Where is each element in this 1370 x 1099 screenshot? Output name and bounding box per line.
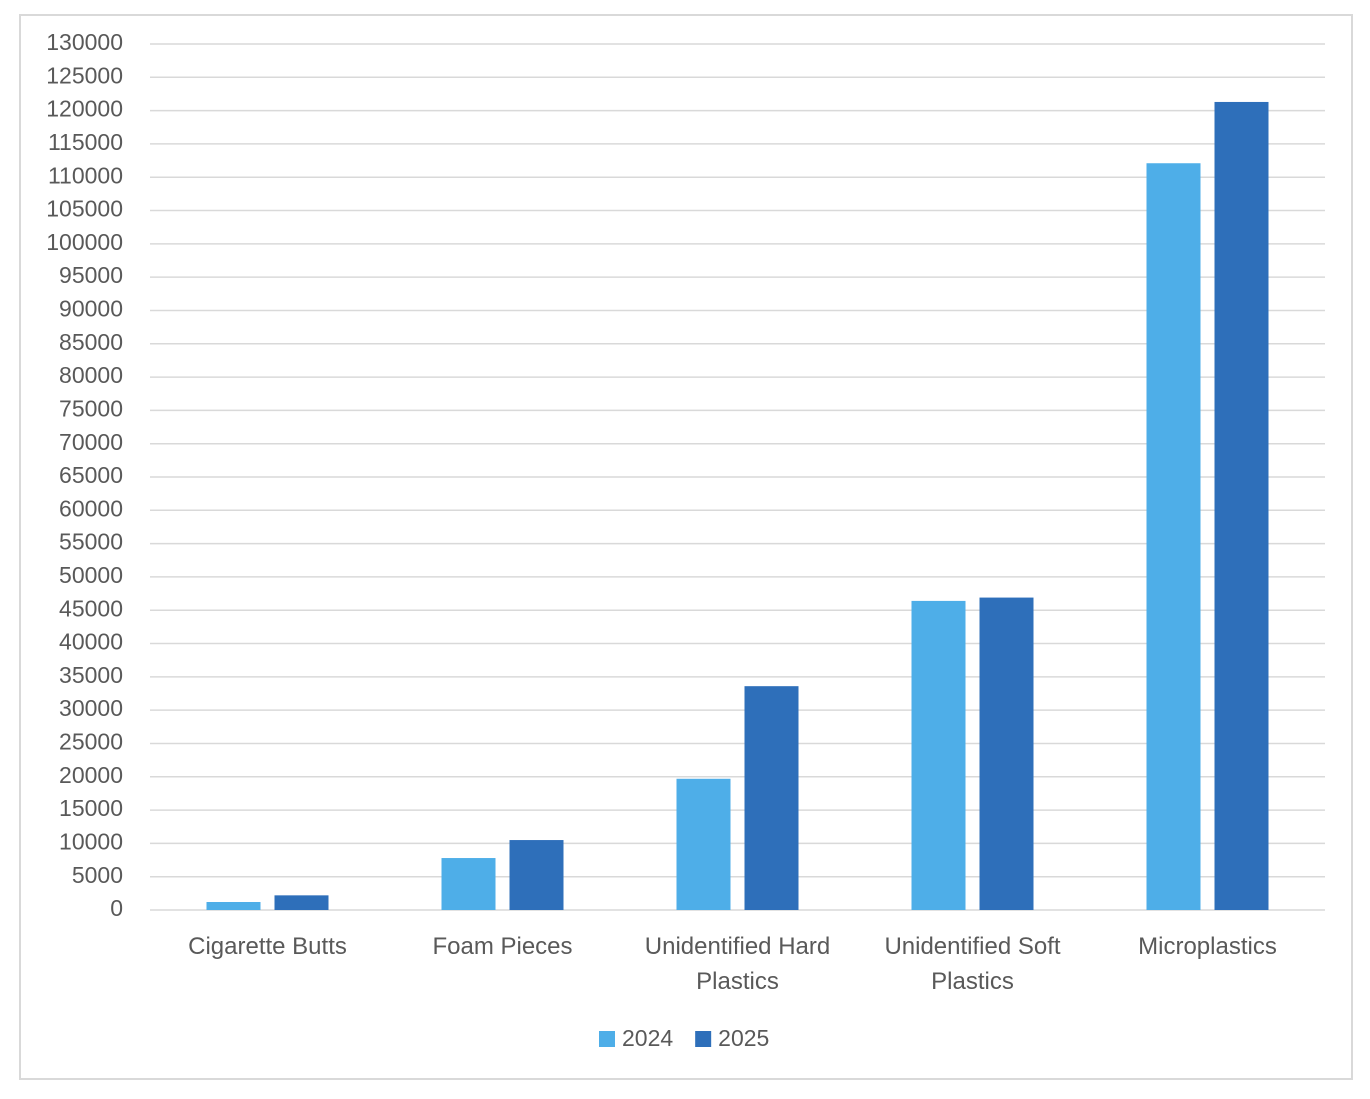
x-tick-label: Unidentified Hard Plastics bbox=[644, 933, 831, 995]
y-tick-label: 50000 bbox=[59, 562, 123, 588]
y-tick-label: 90000 bbox=[59, 296, 123, 322]
y-tick-label: 120000 bbox=[46, 96, 123, 122]
y-tick-label: 35000 bbox=[59, 662, 123, 688]
bar bbox=[274, 895, 329, 910]
x-tick-label: Microplastics bbox=[1138, 933, 1277, 960]
y-tick-label: 25000 bbox=[59, 729, 123, 755]
bar bbox=[1214, 101, 1269, 910]
bar bbox=[1146, 163, 1201, 911]
legend-swatch bbox=[599, 1031, 615, 1047]
y-tick-label: 125000 bbox=[46, 62, 123, 88]
bar bbox=[206, 902, 261, 910]
y-tick-label: 115000 bbox=[48, 129, 123, 155]
y-tick-label: 75000 bbox=[59, 395, 123, 421]
y-tick-label: 60000 bbox=[59, 495, 123, 521]
x-tick-label: Cigarette Butts bbox=[188, 933, 347, 960]
bar bbox=[509, 840, 564, 910]
x-tick-label: Unidentified Soft Plastics bbox=[884, 933, 1061, 995]
y-tick-label: 45000 bbox=[59, 595, 123, 621]
y-tick-label: 100000 bbox=[46, 229, 123, 255]
bar bbox=[979, 597, 1034, 910]
y-tick-label: 10000 bbox=[59, 828, 123, 854]
y-tick-label: 70000 bbox=[59, 429, 123, 455]
legend-swatch bbox=[695, 1031, 712, 1047]
bar bbox=[441, 858, 496, 910]
y-tick-label: 0 bbox=[110, 895, 123, 921]
bar bbox=[676, 778, 731, 910]
y-tick-label: 5000 bbox=[72, 862, 123, 888]
y-tick-label: 130000 bbox=[46, 29, 123, 55]
x-tick-label: Foam Pieces bbox=[432, 933, 573, 960]
y-tick-label: 85000 bbox=[59, 329, 123, 355]
y-tick-label: 55000 bbox=[59, 529, 123, 555]
y-tick-label: 80000 bbox=[59, 362, 123, 388]
y-tick-label: 110000 bbox=[48, 162, 123, 188]
legend-label: 2025 bbox=[718, 1025, 769, 1051]
y-tick-label: 105000 bbox=[46, 196, 123, 222]
y-tick-label: 30000 bbox=[59, 695, 123, 721]
y-tick-label: 95000 bbox=[59, 262, 123, 288]
legend-label: 2024 bbox=[622, 1025, 673, 1051]
y-tick-label: 40000 bbox=[59, 629, 123, 655]
y-tick-label: 15000 bbox=[59, 795, 123, 821]
chart-border bbox=[19, 14, 1353, 1080]
bar bbox=[744, 686, 799, 910]
y-tick-label: 65000 bbox=[59, 462, 123, 488]
bar bbox=[911, 600, 966, 910]
y-tick-label: 20000 bbox=[59, 762, 123, 788]
